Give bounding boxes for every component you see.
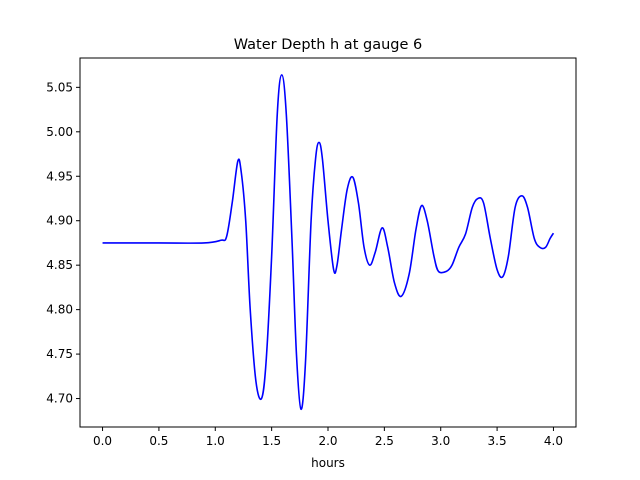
y-tick-label: 5.05 xyxy=(46,80,73,94)
x-tick-label: 0.0 xyxy=(93,434,112,448)
x-tick-label: 1.0 xyxy=(206,434,225,448)
y-tick-label: 4.80 xyxy=(46,303,73,317)
y-tick-label: 5.00 xyxy=(46,125,73,139)
series-line-0 xyxy=(102,74,555,411)
y-tick-label: 4.90 xyxy=(46,214,73,228)
x-tick-label: 2.5 xyxy=(375,434,394,448)
y-tick-label: 4.95 xyxy=(46,169,73,183)
x-tick-label: 2.0 xyxy=(318,434,337,448)
x-tick-label: 1.5 xyxy=(262,434,281,448)
y-tick-label: 4.70 xyxy=(46,392,73,406)
y-tick-label: 4.75 xyxy=(46,347,73,361)
x-axis-label: hours xyxy=(311,456,345,470)
axes-layer: 0.0 0.5 1.0 1.5 2.0 2.5 3.0 3.5 4.0 4.70 4.75 4.80 4… xyxy=(46,80,563,448)
chart-title: Water Depth h at gauge 6 xyxy=(234,37,422,53)
x-tick-label: 3.0 xyxy=(431,434,450,448)
x-tick-label: 3.5 xyxy=(488,434,507,448)
y-tick-label: 4.85 xyxy=(46,258,73,272)
x-tick-label: 0.5 xyxy=(149,434,168,448)
plot-frame xyxy=(79,57,577,428)
series-layer xyxy=(102,74,555,411)
x-tick-label: 4.0 xyxy=(544,434,563,448)
